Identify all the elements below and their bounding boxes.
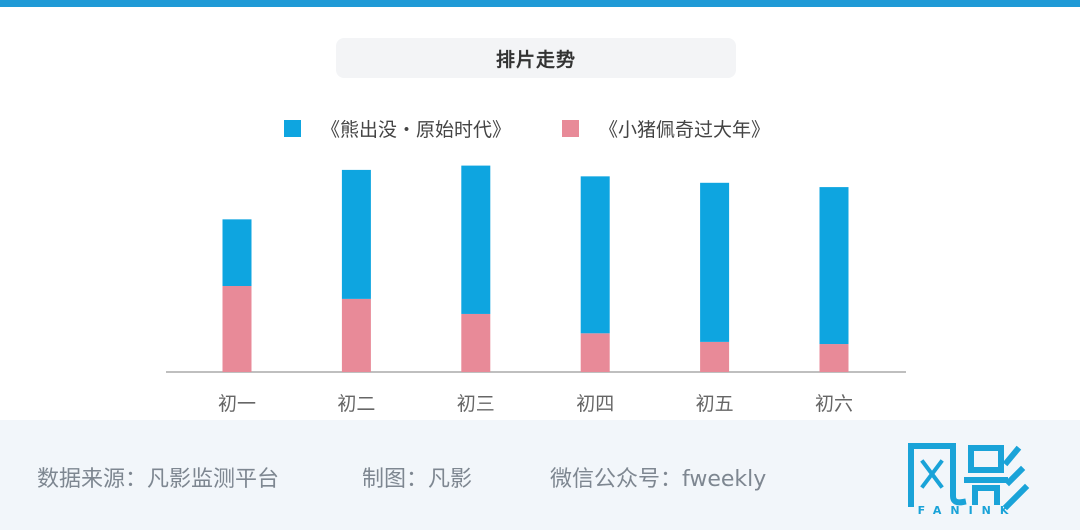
bar-peppa-2	[341, 298, 371, 372]
chart-title: 排片走势	[495, 48, 576, 71]
top-accent-bar	[0, 0, 1080, 7]
footer-wechat: 微信公众号：fweekly	[550, 467, 767, 492]
legend-label-peppa: 《小猪佩奇过大年》	[599, 118, 771, 141]
x-tick-label: 初一	[218, 393, 256, 415]
footer-made-by: 制图：凡影	[362, 467, 473, 492]
bar-peppa-5	[700, 341, 730, 372]
legend-swatch-bear	[284, 119, 301, 137]
x-tick-label: 初三	[457, 393, 495, 415]
legend-item-bear: 《熊出没・原始时代》	[284, 114, 511, 142]
fanink-logo-icon: 凡影	[908, 443, 1030, 511]
x-tick-label: 初四	[576, 393, 614, 415]
x-tick-label: 初五	[696, 393, 734, 415]
bar-peppa-1	[222, 286, 252, 372]
legend-swatch-peppa	[562, 119, 579, 137]
bar-peppa-6	[819, 344, 849, 372]
bar-bear-5	[700, 182, 730, 342]
legend-item-peppa: 《小猪佩奇过大年》	[562, 114, 770, 142]
bar-bear-2	[341, 169, 371, 299]
chart-title-box: 排片走势	[336, 38, 736, 78]
footer-source: 数据来源：凡影监测平台	[37, 467, 280, 492]
bar-peppa-3	[461, 313, 491, 372]
x-tick-label: 初二	[337, 393, 375, 415]
bar-peppa-4	[580, 333, 610, 372]
bar-bear-4	[580, 176, 610, 334]
fanink-logo-text: FANINK	[917, 504, 1018, 517]
x-tick-label: 初六	[815, 393, 853, 415]
bar-bear-6	[819, 187, 849, 345]
chart-legend: 《熊出没・原始时代》 《小猪佩奇过大年》	[0, 114, 1080, 142]
footer: 数据来源：凡影监测平台 制图：凡影 微信公众号：fweekly 凡影 FANIN…	[0, 420, 1080, 530]
bar-bear-1	[222, 219, 252, 286]
stacked-bar-chart: 初一 初二 初三 初四 初五 初六	[166, 165, 906, 415]
legend-label-bear: 《熊出没・原始时代》	[321, 118, 512, 141]
bar-bear-3	[461, 165, 491, 314]
